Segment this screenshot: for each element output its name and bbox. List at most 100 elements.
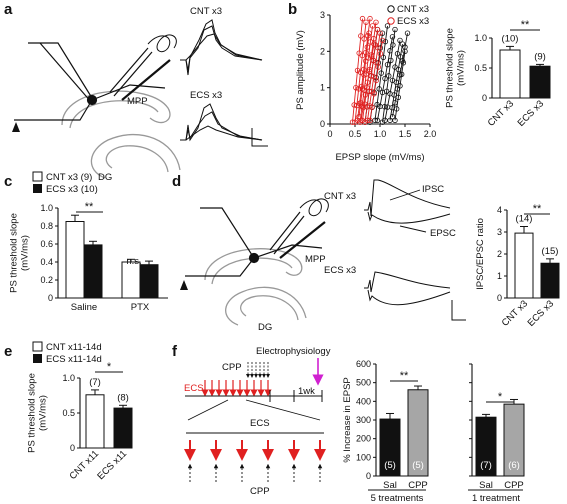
trace-cnt-d <box>364 179 451 224</box>
scatter-point <box>389 114 396 120</box>
f-bar1-ytick-label: 0 <box>366 471 371 481</box>
scatter-point <box>357 69 364 75</box>
b-bar-ytick-label: 1.0 <box>474 33 487 43</box>
e-bar-ytick-label: 0.5 <box>62 408 75 418</box>
c-bar-ytick-label: 0.2 <box>40 275 53 285</box>
panel-b: b PS amplitude (mV) EPSP slope (mV/ms) 0… <box>288 1 551 163</box>
scatter-fit-line <box>382 29 396 123</box>
c-bar-ytick-label: 0.8 <box>40 221 53 231</box>
scatter-point <box>349 119 356 125</box>
scatter-point <box>402 44 408 50</box>
e-bar-n-label: (7) <box>89 377 101 388</box>
c-bar-ytick-label: 0.6 <box>40 239 53 249</box>
scale-bar-d <box>451 300 466 321</box>
e-bar-bar <box>85 394 105 449</box>
scatter-fit-line <box>352 18 363 123</box>
panel-e: e CNT x11-14d ECS x11-14d 0 0.5 1.0 PS thre… <box>4 341 133 482</box>
scatter-point <box>374 26 381 33</box>
group-label-2: 1 treatment <box>472 493 520 504</box>
scatter-point <box>399 58 406 64</box>
b-bar-ytick-label: 0 <box>482 93 487 103</box>
f-bar1-bar <box>407 389 429 477</box>
mpp-label-d: MPP <box>305 254 326 265</box>
panel-d-label: d <box>172 173 181 190</box>
legend-b: CNT x3 ECS x3 <box>387 4 429 27</box>
f-bar2-sig-stars: * <box>498 391 503 403</box>
scatter-fit-line <box>367 33 381 121</box>
b-bar-ytick-label: 0.5 <box>474 63 487 73</box>
bar-chart-c: 0 0.2 0.4 0.6 0.8 1.0 PS threshold slope (mV/ms… <box>9 201 168 313</box>
legend-ecs-b: ECS x3 <box>397 16 429 27</box>
scatter-point <box>379 37 386 44</box>
epsc-pointer <box>399 225 427 233</box>
trace-ecs-d <box>364 271 451 306</box>
stimulus-triangle-a <box>12 122 20 132</box>
c-bar-bar <box>121 261 141 299</box>
f-bar1-n-label: (5) <box>384 460 396 471</box>
scatter-point <box>357 100 364 106</box>
x-label-b: EPSP slope (mV/ms) <box>335 152 424 163</box>
scatter-fit-line <box>389 43 403 121</box>
scatter-fit-line <box>358 33 370 117</box>
b-bar-bar <box>529 65 551 99</box>
scatter-point <box>358 117 364 124</box>
scatter-point <box>353 84 359 91</box>
cpp-bottom-arrows <box>187 463 323 482</box>
ipsc-label: IPSC <box>422 184 444 195</box>
stimulus-triangle-d <box>180 280 188 290</box>
panel-c-label: c <box>4 173 12 190</box>
c-bar-category-label: PTX <box>131 302 150 313</box>
scatter-fit-line <box>354 22 367 123</box>
ecs-left-label: ECS <box>184 383 204 394</box>
scatter-point <box>366 30 372 36</box>
scatter-point <box>390 42 396 48</box>
scatter-point <box>360 104 366 111</box>
zoom-line-left <box>187 399 229 421</box>
legend-swatch-ecs-c <box>33 184 42 193</box>
x-tick-label-b: 2.0 <box>424 129 437 139</box>
legend-marker-cnt-b <box>387 5 395 13</box>
legend-c: CNT x3 (9) ECS x3 (10) <box>32 171 98 195</box>
panel-e-label: e <box>4 343 12 360</box>
scatter-fit-line <box>360 43 375 121</box>
electrodes-d <box>185 198 329 277</box>
y-tick-label-b: 1 <box>320 83 325 93</box>
scatter-point <box>361 66 367 73</box>
b-bar-y-label: PS threshold slope <box>445 28 456 108</box>
y-tick-label-b: 0 <box>320 119 325 129</box>
bar-chart-f2: (7) Sal (6) CPP * <box>469 363 525 491</box>
scatter-point <box>358 83 365 90</box>
scatter-point <box>371 74 377 80</box>
e-bar-category-label: ECS x11 <box>95 448 129 482</box>
scatter-point <box>362 92 369 98</box>
scatter-point <box>386 73 392 79</box>
b-bar-y-label: (mV/ms) <box>456 50 467 86</box>
scatter-point <box>372 117 378 124</box>
scatter-point <box>397 37 403 44</box>
bar-chart-d: 0 1 2 3 4 IPSC/EPSC ratio (14) CNT x3 (15) ECS x3… <box>475 203 560 329</box>
c-bar-ytick-label: 0.4 <box>40 257 53 267</box>
y-tick-label-b: 3 <box>320 10 325 20</box>
c-bar-bar <box>139 264 159 299</box>
c-bar-y-label: (mV/ms) <box>20 235 31 271</box>
dg-label-a: DG <box>98 172 112 183</box>
scatter-point <box>371 91 377 97</box>
scatter-point <box>378 70 384 76</box>
group-label-1: 5 treatments <box>371 493 424 504</box>
legend-ecs-c: ECS x3 (10) <box>46 184 98 195</box>
d-bar-ytick-label: 1 <box>497 271 502 281</box>
scatter-point <box>373 77 379 84</box>
x-tick-label-b: 0.5 <box>349 129 362 139</box>
e-bar-n-label: (8) <box>117 392 129 403</box>
legend-swatch-cnt-e <box>32 341 43 352</box>
scatter-point <box>371 41 377 47</box>
b-bar-n-label: (10) <box>502 33 519 44</box>
legend-cnt-e: CNT x11-14d <box>46 342 102 353</box>
electrophysiology-label: Electrophysiology <box>256 346 331 357</box>
c-bar-category-label: Saline <box>71 302 97 313</box>
f-bar1-y-label: % Increase in EPSP <box>342 377 353 463</box>
f-bar1-ytick-label: 400 <box>356 396 371 406</box>
legend-ecs-e: ECS x11-14d <box>46 354 102 365</box>
d-bar-ytick-label: 3 <box>497 227 502 237</box>
e-bar-y-label: PS threshold slope <box>27 373 38 453</box>
